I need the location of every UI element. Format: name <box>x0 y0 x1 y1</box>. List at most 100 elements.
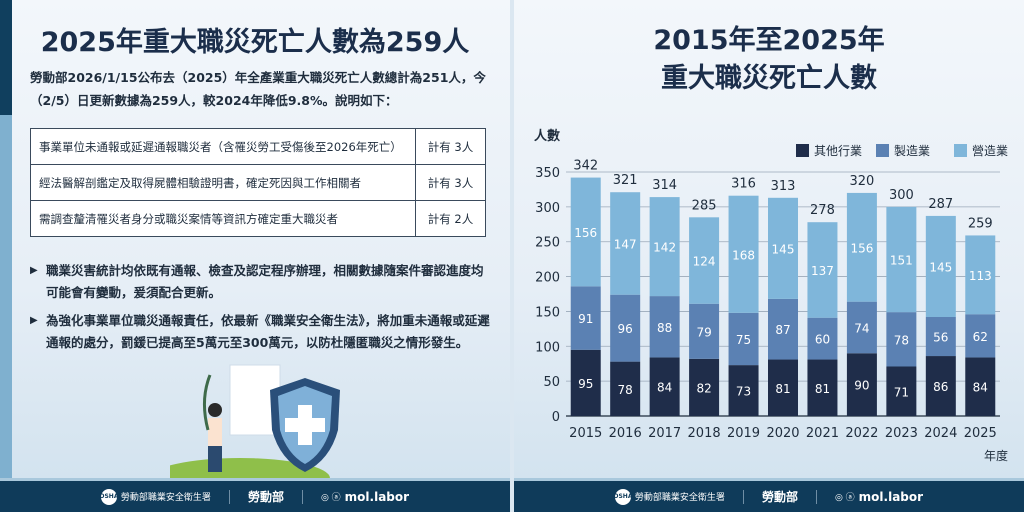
total-label: 313 <box>771 179 796 194</box>
data-label: 86 <box>933 380 948 394</box>
x-tick-label: 2023 <box>885 426 918 441</box>
bar-segment <box>768 298 798 360</box>
bar-segment <box>728 312 759 366</box>
bar-segment <box>728 365 759 416</box>
total-label: 314 <box>652 178 677 193</box>
x-tick-label: 2016 <box>609 426 642 441</box>
x-tick-label: 2018 <box>688 426 721 441</box>
data-label: 78 <box>618 383 633 397</box>
accent-bar <box>0 0 12 115</box>
row-desc: 需調查釐清罹災者身分或職災案情等資訊方確定重大職災者 <box>30 200 416 237</box>
total-label: 321 <box>613 173 638 188</box>
total-label: 320 <box>849 174 874 189</box>
data-label: 124 <box>693 255 716 269</box>
bar-segment <box>570 286 601 350</box>
bar-segment <box>807 317 838 360</box>
data-label: 147 <box>614 237 637 251</box>
divider <box>815 489 817 504</box>
bar-segment <box>649 357 680 416</box>
row-desc: 經法醫解剖鑑定及取得屍體相驗證明書，確定死因與工作相關者 <box>30 164 416 201</box>
bar-segment <box>846 353 877 416</box>
bar-segment <box>689 358 720 416</box>
bar-segment <box>846 301 877 354</box>
y-axis-label: 人數 <box>534 128 560 144</box>
data-label: 168 <box>732 248 755 262</box>
bar-segment <box>846 192 877 302</box>
total-label: 285 <box>692 198 717 213</box>
legend-label: 製造業 <box>894 144 930 158</box>
bar-segment <box>570 349 601 416</box>
data-label: 113 <box>969 269 992 283</box>
data-label: 156 <box>850 241 873 255</box>
bar-segment <box>570 177 601 287</box>
legend-swatch <box>954 144 967 157</box>
bar-segment <box>925 215 956 318</box>
data-label: 84 <box>657 381 672 395</box>
y-tick-label: 50 <box>543 375 560 390</box>
osha-logo: OSHA 勞動部職業安全衛生署 <box>99 488 211 505</box>
bar-segment <box>807 222 838 318</box>
bar-segment <box>886 366 917 416</box>
right-panel: 2015年至2025年 重大職災死亡人數 0 50 100 150 200 250 300 35… <box>514 0 1024 478</box>
data-label: 91 <box>578 312 593 326</box>
y-tick-label: 0 <box>552 410 560 425</box>
data-label: 87 <box>775 323 790 337</box>
bar-segment <box>610 192 641 295</box>
data-label: 137 <box>811 264 834 278</box>
y-tick-label: 300 <box>535 201 560 216</box>
x-axis-label: 年度 <box>984 448 1008 463</box>
accent-bar-light <box>0 115 12 478</box>
bar-segment <box>610 294 641 362</box>
safety-shield-illustration <box>170 364 340 478</box>
footer-left: OSHA 勞動部職業安全衛生署 勞動部 ◎ ⓐ mol.labor <box>0 478 510 512</box>
divider <box>742 489 744 504</box>
data-label: 62 <box>973 330 988 344</box>
social-handle[interactable]: ◎ ⓐ mol.labor <box>834 489 924 504</box>
y-tick-label: 200 <box>535 271 560 286</box>
data-label: 151 <box>890 253 913 267</box>
bar-segment <box>807 359 838 416</box>
legend-swatch <box>796 144 809 157</box>
x-tick-label: 2019 <box>727 426 760 441</box>
bullet-list: 職業災害統計均依既有通報、檢查及認定程序辦理，相關數據隨案件審認進度均可能會有變… <box>30 260 490 360</box>
data-label: 95 <box>578 377 593 391</box>
footer-right: OSHA 勞動部職業安全衛生署 勞動部 ◎ ⓐ mol.labor <box>514 478 1024 512</box>
osha-logo: OSHA 勞動部職業安全衛生署 <box>613 488 725 505</box>
legend-swatch <box>876 144 889 157</box>
row-desc: 事業單位未通報或延遲通報職災者（含罹災勞工受傷後至2026年死亡） <box>30 128 416 165</box>
x-tick-label: 2022 <box>845 426 878 441</box>
social-handle[interactable]: ◎ ⓐ mol.labor <box>320 489 410 504</box>
x-tick-label: 2024 <box>924 426 957 441</box>
data-label: 79 <box>696 325 711 339</box>
legend-label: 營造業 <box>972 144 1008 158</box>
data-label: 145 <box>929 260 952 274</box>
data-label: 71 <box>894 385 909 399</box>
bar-segment <box>689 217 720 304</box>
data-label: 74 <box>854 321 869 335</box>
y-tick-label: 150 <box>535 305 560 320</box>
data-label: 90 <box>854 379 869 393</box>
bar-segment <box>768 197 798 299</box>
breakdown-table: 事業單位未通報或延遲通報職災者（含罹災勞工受傷後至2026年死亡） 計有 3人 經… <box>30 128 486 237</box>
total-label: 316 <box>731 177 756 192</box>
data-label: 88 <box>657 321 672 335</box>
bar-segment <box>925 356 956 416</box>
page-title: 2025年重大職災死亡人數為259人 <box>40 27 470 58</box>
left-panel: 2025年重大職災死亡人數為259人 勞動部2026/1/15公布去（2025）… <box>0 0 510 478</box>
legend-label: 其他行業 <box>814 144 862 158</box>
bullet-item: 職業災害統計均依既有通報、檢查及認定程序辦理，相關數據隨案件審認進度均可能會有變… <box>30 260 490 304</box>
total-label: 278 <box>810 203 835 218</box>
y-tick-label: 350 <box>535 166 560 181</box>
x-tick-label: 2017 <box>648 426 681 441</box>
intro-text: 勞動部2026/1/15公布去（2025）年全產業重大職災死亡人數總計為251人… <box>30 70 486 108</box>
bar-segment <box>649 197 680 297</box>
row-count: 計有 2人 <box>415 200 486 237</box>
divider <box>228 489 230 504</box>
row-count: 計有 3人 <box>415 164 486 201</box>
chart-title: 2015年至2025年 重大職災死亡人數 <box>514 22 1024 98</box>
data-label: 75 <box>736 333 751 347</box>
bar-segment <box>965 357 996 416</box>
data-label: 96 <box>618 322 633 336</box>
table-row: 需調查釐清罹災者身分或職災案情等資訊方確定重大職災者 計有 2人 <box>30 200 486 237</box>
